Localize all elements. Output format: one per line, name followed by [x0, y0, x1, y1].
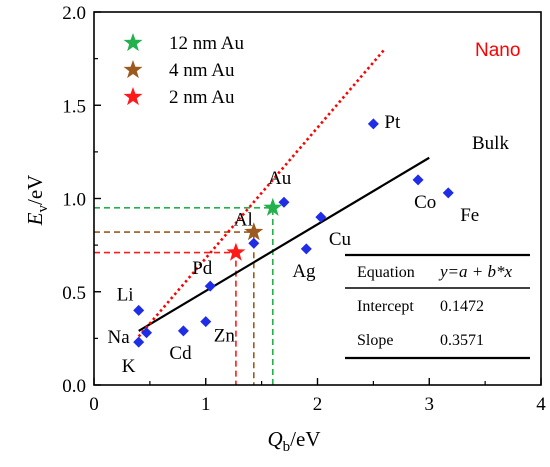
point-label-co: Co [414, 192, 436, 213]
data-point-li [133, 304, 145, 316]
data-point-k [133, 336, 145, 348]
y-tick-label: 2.0 [62, 3, 86, 24]
data-point-fe [442, 187, 454, 199]
data-points [133, 118, 454, 348]
legend-label: 4 nm Au [169, 60, 235, 81]
point-label-cd: Cd [169, 343, 192, 364]
y-tick-label: 0.5 [62, 283, 86, 304]
data-point-cu [315, 211, 327, 223]
legend-label: 12 nm Au [169, 33, 244, 54]
point-label-zn: Zn [214, 326, 236, 347]
table-value: 0.3571 [440, 332, 484, 349]
x-tick-label: 1 [201, 394, 211, 415]
table-key: Intercept [357, 298, 414, 315]
bulk-fit-line [138, 156, 430, 332]
point-label-fe: Fe [460, 205, 479, 226]
x-tick-label: 0 [89, 394, 99, 415]
table-value: y=a + b*x [438, 262, 512, 281]
y-axis-label: Ev/eV [23, 175, 51, 227]
point-label-pt: Pt [384, 112, 401, 133]
series-label-bulk: Bulk [472, 133, 509, 154]
data-point-na [141, 327, 153, 339]
table-value: 0.1472 [440, 298, 484, 315]
nano-fit-line [137, 48, 386, 338]
legend-star [123, 87, 143, 106]
y-axis: 0.0 0.5 1.0 1.5 2.0 [62, 3, 101, 397]
point-label-pd: Pd [192, 258, 213, 279]
point-label-li: Li [117, 284, 134, 305]
table-key: Slope [357, 332, 393, 349]
data-point-zn [200, 316, 212, 328]
x-tick-label: 3 [425, 394, 435, 415]
x-tick-label: 2 [313, 394, 323, 415]
guide-line [94, 251, 237, 385]
y-tick-label: 0.0 [62, 376, 86, 397]
data-point-co [412, 174, 424, 186]
table-key: Equation [357, 264, 415, 281]
star-2-nm-au [226, 242, 246, 261]
point-label-al: Al [234, 209, 253, 230]
data-point-cd [177, 325, 189, 337]
y-tick-label: 1.0 [62, 190, 86, 211]
legend: 12 nm Au 4 nm Au 2 nm Au [123, 33, 244, 108]
point-label-na: Na [108, 327, 131, 348]
plot-frame [93, 11, 542, 386]
data-point-ag [300, 243, 312, 255]
point-label-au: Au [268, 168, 292, 189]
point-label-cu: Cu [329, 229, 352, 250]
x-tick-label: 4 [536, 394, 546, 415]
star-12-nm-au [263, 197, 283, 216]
data-point-al [248, 237, 260, 249]
point-labels: Pt Co Fe Au Cu Al Ag Pd Li Zn Cd Na K [108, 112, 480, 377]
nano-star-markers [226, 197, 283, 261]
star-4-nm-au [244, 222, 264, 241]
legend-label: 2 nm Au [169, 87, 235, 108]
fit-lines [137, 48, 430, 338]
guide-line [94, 231, 255, 385]
fit-table: Equation y=a + b*x Intercept 0.1472 Slope 0.3… [345, 253, 530, 360]
data-point-pt [367, 118, 379, 130]
point-label-k: K [122, 356, 136, 377]
series-label-nano: Nano [475, 40, 520, 61]
y-tick-label: 1.5 [62, 96, 86, 117]
legend-star [123, 60, 143, 79]
point-label-ag: Ag [292, 261, 316, 282]
data-point-pd [204, 280, 216, 292]
x-axis-label: Qb/eV [268, 427, 321, 455]
legend-star [123, 33, 143, 52]
x-axis: 0 1 2 3 4 [89, 378, 546, 415]
